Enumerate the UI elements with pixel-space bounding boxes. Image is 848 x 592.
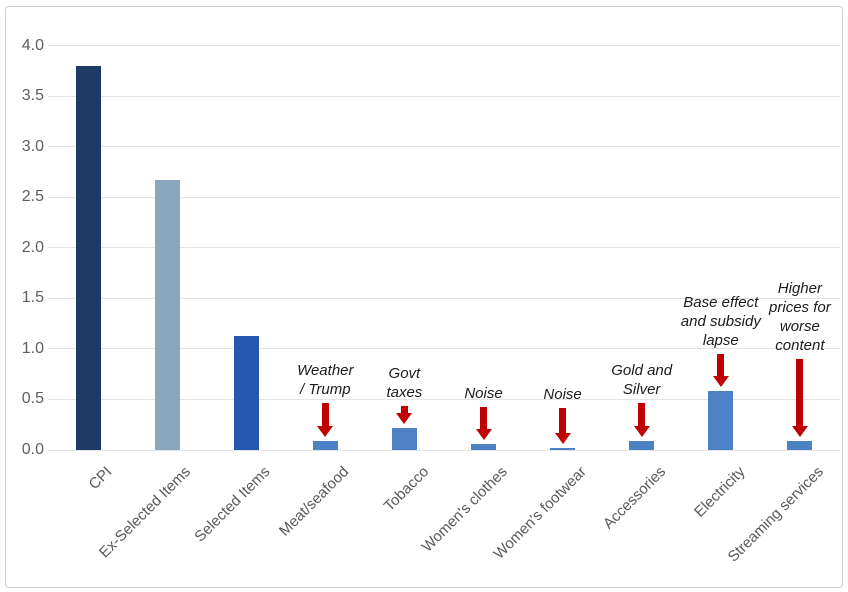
down-arrow-stem <box>796 358 804 426</box>
bar-women-s-clothes <box>471 443 496 450</box>
gridline-y-1.5 <box>48 297 840 299</box>
annotation-text: Noise <box>464 384 503 402</box>
down-arrow-stem <box>717 354 725 377</box>
down-arrow-icon <box>633 402 650 437</box>
gridline-y-2.5 <box>48 196 840 198</box>
x-axis-label: Selected Items <box>191 463 274 546</box>
annotation-text: Weather / Trump <box>297 361 354 398</box>
annotation-text: Higher prices for worse content <box>769 279 831 354</box>
chart-frame <box>5 6 843 588</box>
y-axis-tick-label: 2.5 <box>21 188 44 206</box>
bar-tobacco <box>391 427 417 450</box>
bar-cpi <box>75 65 101 450</box>
annotation-tobacco: Govt taxes <box>339 364 469 424</box>
down-arrow-icon <box>554 407 571 444</box>
annotation-text: Gold and Silver <box>611 361 673 398</box>
gridline-y-3.0 <box>48 146 840 148</box>
y-axis-tick-label: 1.5 <box>21 289 44 307</box>
y-axis-tick-label: 3.5 <box>21 87 44 105</box>
annotation-electricity: Base effect and subsidy lapse <box>656 293 786 388</box>
y-axis-tick-label: 0.0 <box>21 441 44 458</box>
bar-selected-items <box>233 335 259 450</box>
down-arrow-icon <box>712 354 729 388</box>
down-arrow-head <box>317 425 334 437</box>
bar-electricity <box>708 391 734 450</box>
down-arrow-stem <box>400 405 408 413</box>
down-arrow-head <box>396 412 413 424</box>
annotation-women-s-footwear: Noise <box>498 385 628 444</box>
gridline-y-0.5 <box>48 398 840 400</box>
gridline-y-1.0 <box>48 348 840 350</box>
down-arrow-icon <box>791 358 808 437</box>
annotation-text: Noise <box>543 385 582 403</box>
x-axis-label: Women's clothes <box>418 463 511 556</box>
annotation-accessories: Gold and Silver <box>577 361 707 437</box>
annotation-streaming-services: Higher prices for worse content <box>735 279 848 437</box>
gridline-y-4.0 <box>48 45 840 46</box>
gridline-y-2.0 <box>48 247 840 249</box>
x-axis-label: Electricity <box>690 463 749 521</box>
bar-meat-seafood <box>312 440 338 450</box>
down-arrow-stem <box>559 407 567 433</box>
down-arrow-stem <box>638 402 646 426</box>
annotation-text: Base effect and subsidy lapse <box>680 294 761 350</box>
annotation-women-s-clothes: Noise <box>419 384 549 440</box>
x-axis-label: Meat/seafood <box>276 463 353 540</box>
gridline-y-0.0 <box>48 449 840 451</box>
down-arrow-head <box>554 432 571 444</box>
bar-women-s-footwear <box>550 447 576 450</box>
down-arrow-stem <box>480 406 487 429</box>
down-arrow-icon <box>396 405 413 424</box>
bar-ex-selected-items <box>154 179 180 450</box>
y-axis-tick-label: 2.0 <box>21 238 44 256</box>
y-axis-tick-label: 3.0 <box>21 137 44 155</box>
annotation-text: Govt taxes <box>386 364 423 401</box>
bar-accessories <box>629 440 655 450</box>
x-axis-label: Tobacco <box>380 463 432 515</box>
down-arrow-head <box>712 376 729 388</box>
down-arrow-icon <box>475 406 492 440</box>
x-axis-label: CPI <box>85 463 116 494</box>
annotation-meat-seafood: Weather / Trump <box>260 361 390 437</box>
down-arrow-head <box>633 425 650 437</box>
down-arrow-stem <box>321 402 329 426</box>
gridline-y-3.5 <box>48 95 840 97</box>
y-axis-tick-label: 4.0 <box>21 36 44 54</box>
x-axis-label: Accessories <box>599 463 670 533</box>
down-arrow-head <box>791 425 808 437</box>
y-axis-tick-label: 0.5 <box>21 390 44 408</box>
down-arrow-icon <box>317 402 334 437</box>
y-axis-tick-label: 1.0 <box>21 339 44 357</box>
bar-streaming-services <box>787 440 813 450</box>
down-arrow-head <box>475 428 492 440</box>
